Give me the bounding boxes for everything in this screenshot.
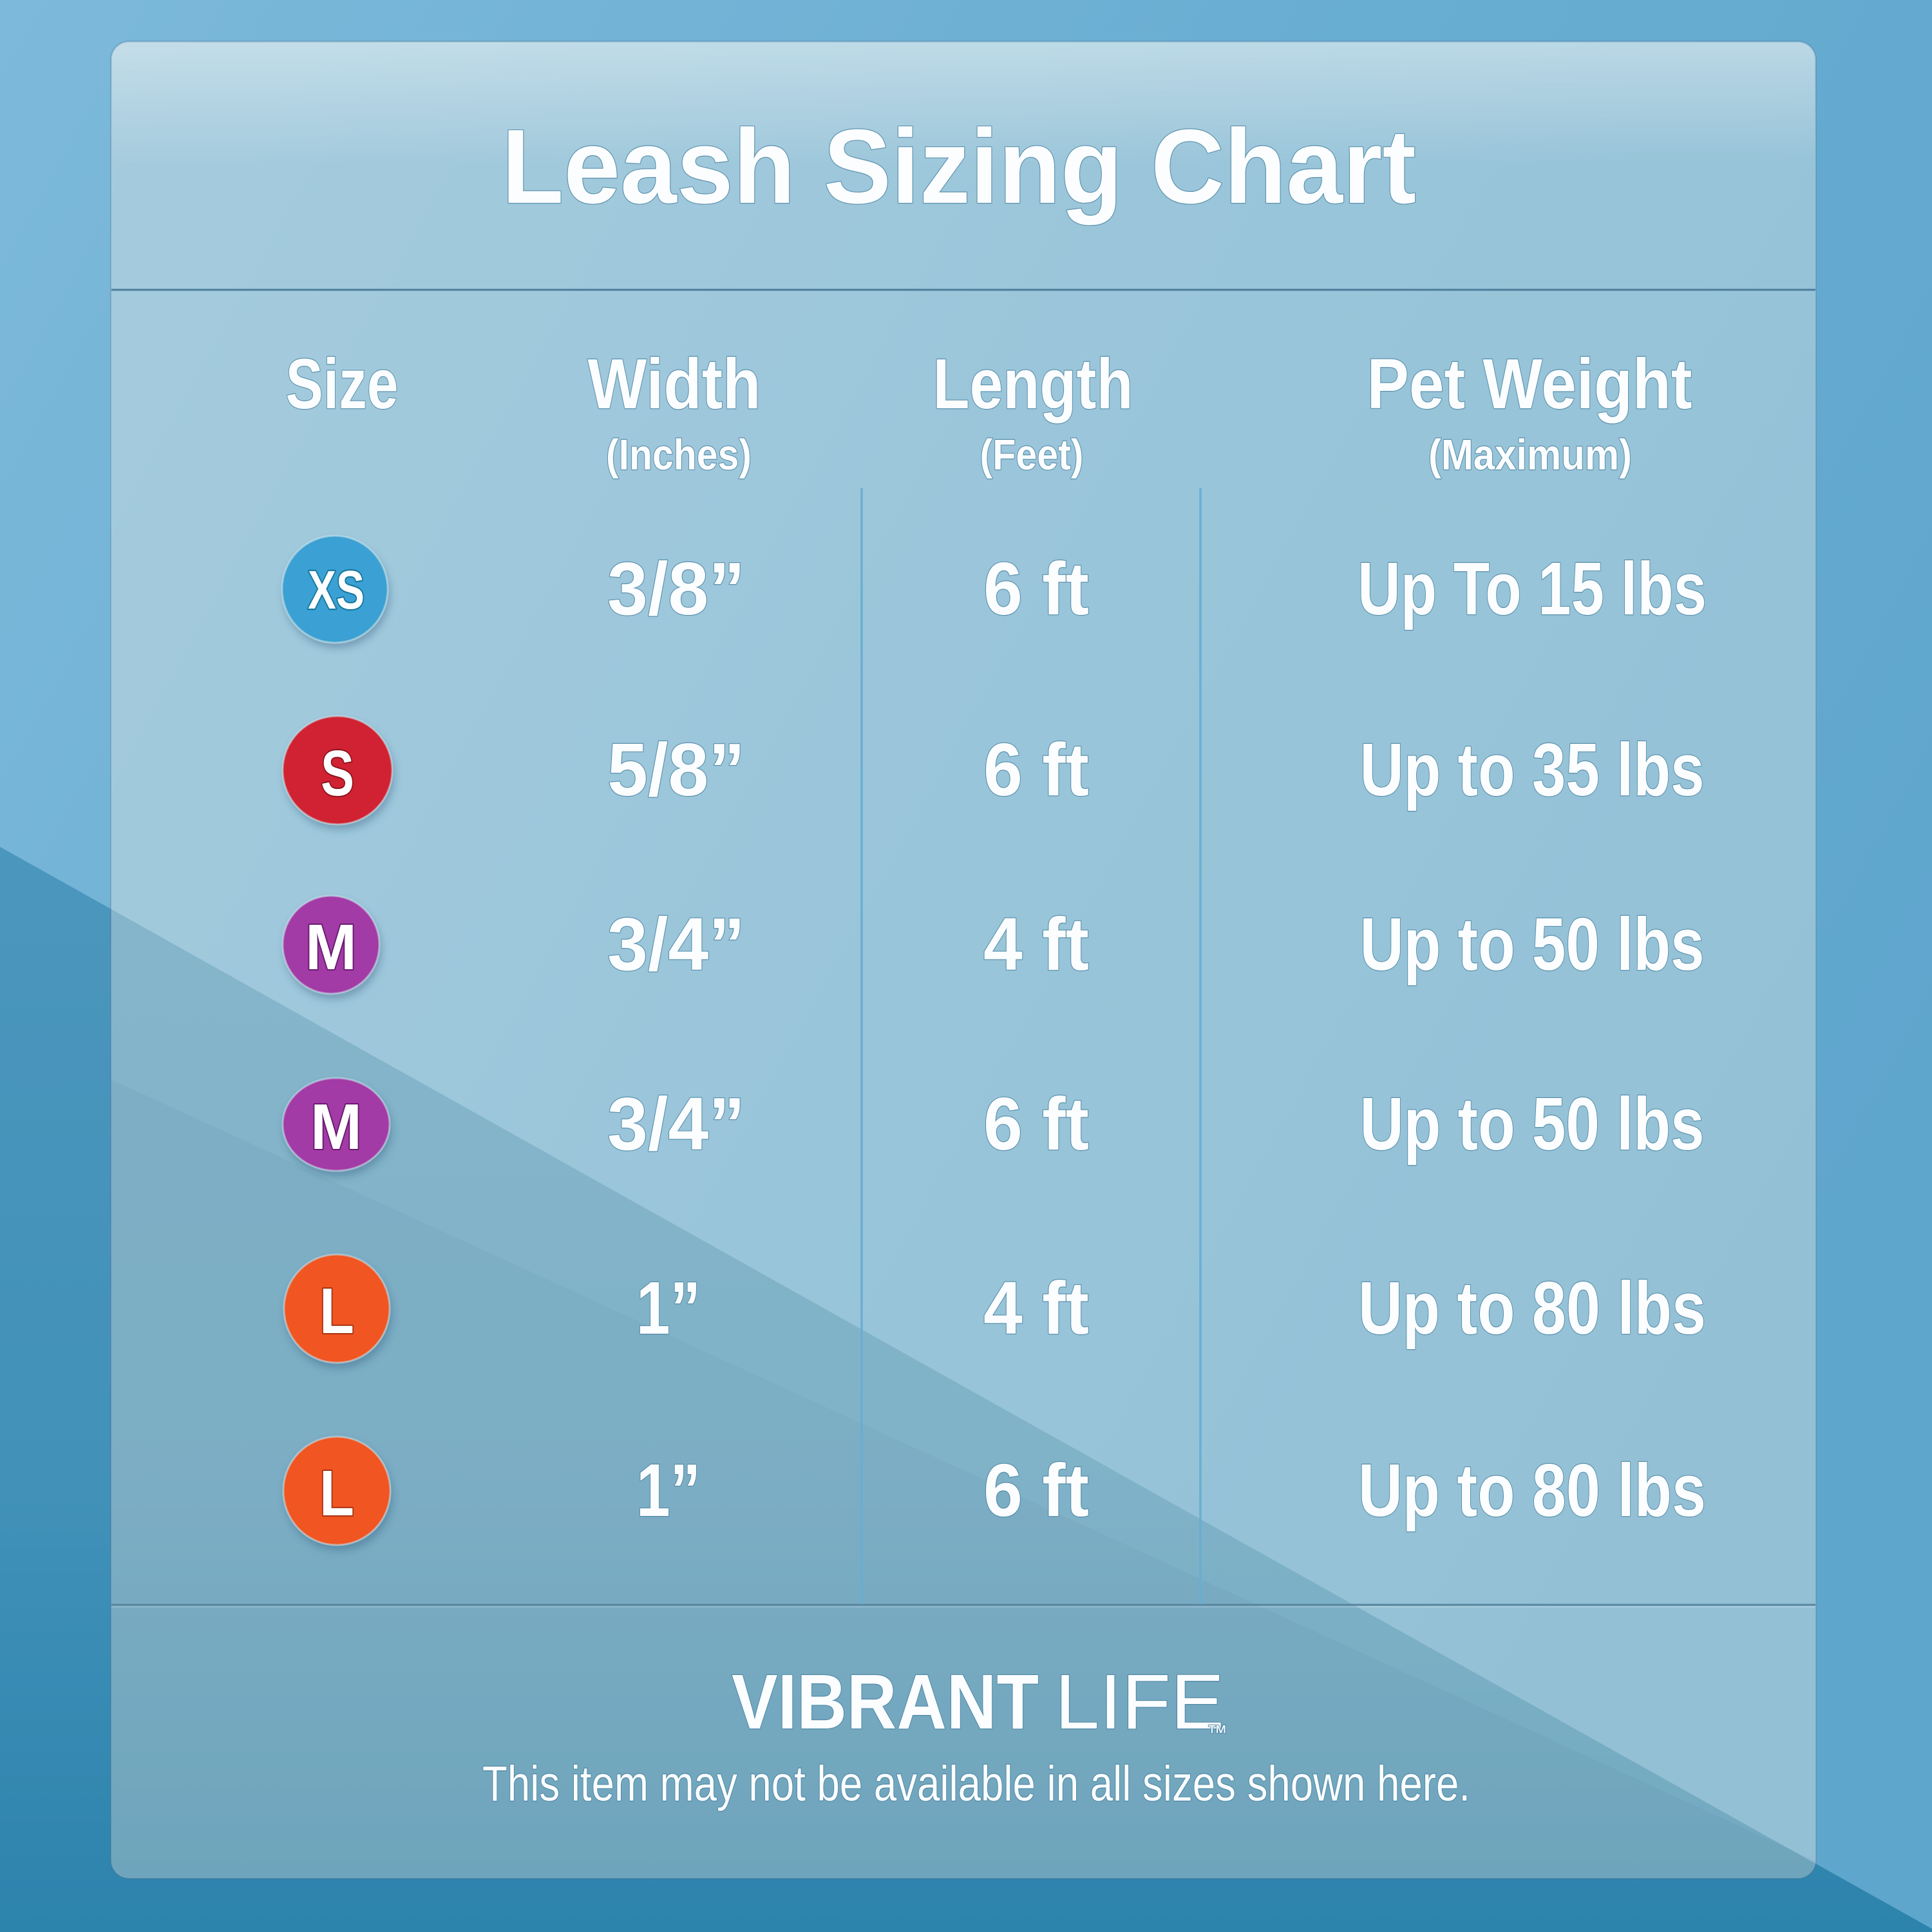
svg-text:Up to 35 lbs: Up to 35 lbs (1360, 728, 1705, 811)
svg-text:6 ft: 6 ft (983, 547, 1089, 630)
svg-text:Up to 80 lbs: Up to 80 lbs (1358, 1448, 1706, 1532)
svg-text:Width: Width (588, 345, 761, 424)
svg-text:S: S (321, 737, 354, 810)
svg-text:(Feet): (Feet) (980, 431, 1084, 479)
svg-text:M: M (310, 1091, 362, 1163)
svg-text:Size: Size (286, 345, 399, 424)
svg-text:(Maximum): (Maximum) (1428, 431, 1632, 479)
svg-text:This item may not be available: This item may not be available in all si… (482, 1756, 1470, 1812)
svg-text:4 ft: 4 ft (983, 1266, 1089, 1350)
svg-text:Up to 50 lbs: Up to 50 lbs (1360, 902, 1705, 986)
svg-text:1”: 1” (636, 1266, 701, 1350)
svg-text:3/4”: 3/4” (607, 1082, 745, 1166)
svg-text:LIFE: LIFE (1055, 1658, 1224, 1745)
svg-text:6 ft: 6 ft (983, 728, 1089, 811)
svg-text:L: L (319, 1457, 354, 1530)
svg-text:5/8”: 5/8” (607, 728, 745, 811)
svg-text:Pet Weight: Pet Weight (1367, 345, 1692, 424)
svg-text:3/8”: 3/8” (607, 547, 745, 630)
svg-text:1”: 1” (636, 1448, 701, 1532)
svg-text:Up to 80 lbs: Up to 80 lbs (1358, 1266, 1706, 1350)
svg-text:6 ft: 6 ft (983, 1082, 1089, 1166)
svg-text:VIBRANT: VIBRANT (732, 1658, 1039, 1745)
svg-text:Up To 15 lbs: Up To 15 lbs (1358, 547, 1707, 630)
svg-text:Up to 50 lbs: Up to 50 lbs (1360, 1082, 1705, 1166)
svg-text:(Inches): (Inches) (606, 431, 752, 479)
svg-text:™: ™ (1207, 1721, 1227, 1744)
svg-text:4 ft: 4 ft (983, 902, 1089, 986)
svg-text:Leash Sizing Chart: Leash Sizing Chart (502, 108, 1416, 225)
svg-text:M: M (305, 911, 357, 983)
svg-text:Length: Length (933, 345, 1133, 424)
svg-text:XS: XS (308, 560, 365, 620)
svg-text:3/4”: 3/4” (607, 902, 745, 986)
svg-text:L: L (319, 1275, 354, 1347)
svg-text:6 ft: 6 ft (983, 1448, 1089, 1532)
